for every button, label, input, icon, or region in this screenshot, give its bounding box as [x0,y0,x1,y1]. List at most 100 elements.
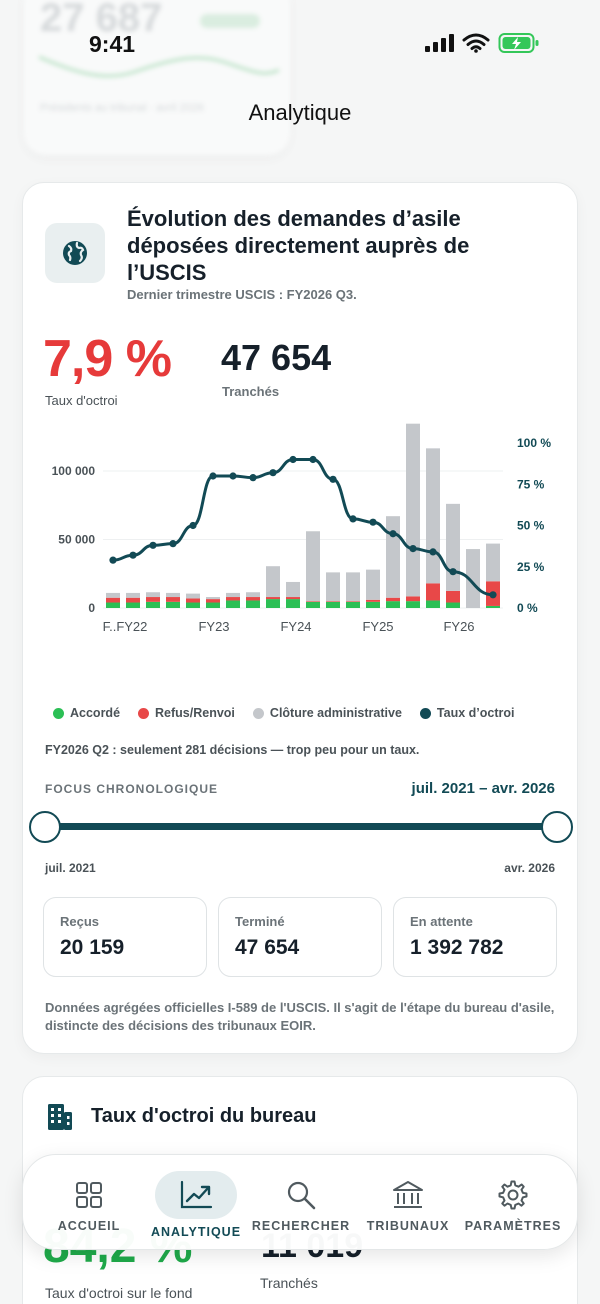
slider-max-label: avr. 2026 [504,861,555,875]
data-footnote: Données agrégées officielles I-589 de l'… [45,1000,555,1033]
card2-title: Taux d'octroi du bureau [91,1105,317,1127]
bar-denied [386,597,400,602]
signal-icon [425,34,454,52]
tab-analytique[interactable]: ANALYTIQUE [141,1155,251,1251]
x-tick-label: FY23 [198,619,229,634]
stat-value: 20 159 [60,936,125,959]
bar-granted [326,601,340,608]
bar-closure [426,448,440,584]
timeline-slider-track[interactable] [45,823,557,830]
grant-rate-point [149,541,157,549]
legend-item-closure: Clôture administrative [252,706,402,720]
tab-accueil[interactable]: ACCUEIL [49,1155,129,1251]
bar-granted [186,602,200,608]
bar-granted [206,602,220,608]
bar-closure [346,572,360,602]
bar-granted [266,599,280,608]
bar-denied [286,597,300,600]
building-icon [48,1104,72,1130]
decisions-value: 47 654 [221,337,332,378]
bar-granted [406,601,420,608]
bar-denied [246,597,260,601]
chart-icon [180,1180,213,1209]
stat-pending: En attente 1 392 782 [393,897,557,977]
grant-rate-value: 7,9 % [43,330,172,388]
chart-note: FY2026 Q2 : seulement 281 décisions — tr… [45,743,420,757]
bar-granted [446,602,460,608]
y-right-tick-label: 0 % [517,601,538,615]
asylum-chart: 0 50 000 100 000 0 % 25 % 50 % 75 % 100 % F..FY2… [52,423,551,634]
bar-closure [266,566,280,598]
bar-denied [446,590,460,603]
tab-label: TRIBUNAUX [366,1219,450,1233]
bar-closure [326,572,340,602]
timeline-slider-end-handle[interactable] [541,811,573,843]
tab-tribunaux[interactable]: TRIBUNAUX [361,1155,455,1251]
grant-rate-point [189,521,197,530]
x-tick-label: FY24 [280,619,311,634]
bar-closure [166,592,180,598]
timeline-slider-start-handle[interactable] [29,811,61,843]
legend-item-granted: Accordé [53,706,120,720]
x-tick-label: F..FY22 [103,619,148,634]
background-card: 27 687 Présidents au tribunal · avril 20… [24,0,290,155]
grant-rate-point [449,568,457,576]
legend-item-rate: Taux d’octroi [419,706,515,720]
bar-closure [286,581,300,598]
tab-rechercher[interactable]: RECHERCHER [249,1155,353,1251]
bar-denied [186,598,200,603]
bar-closure [126,592,140,598]
bar-granted [166,601,180,608]
bank-icon [393,1181,423,1208]
asylum-filings-card: Évolution des demandes d’asile déposées … [22,182,578,1054]
y-right-tick-label: 100 % [517,436,551,450]
globe-icon [63,241,87,265]
bar-closure [366,569,380,600]
bar-closure [406,423,420,597]
bar-closure [486,543,500,582]
bar-granted [306,601,320,608]
bar-denied [346,601,360,602]
legend-label: Accordé [70,706,121,720]
tab-label: ANALYTIQUE [150,1225,242,1239]
status-time: 9:41 [89,31,136,57]
grid-icon [76,1182,102,1208]
focus-range: juil. 2021 – avr. 2026 [411,780,555,797]
grant-rate-label: Taux d'octroi [45,393,118,408]
wifi-icon [462,33,490,53]
legend-label: Taux d’octroi [436,706,515,720]
tab-bar: ACCUEIL ANALYTIQUE RECHERCHER [22,1154,578,1250]
y-left-tick-label: 100 000 [52,464,96,478]
grant-rate-point [229,472,237,480]
slider-min-label: juil. 2021 [45,861,96,875]
bar-denied [426,583,440,601]
card2-rate-label: Taux d'octroi sur le fond [45,1285,193,1301]
bar-granted [246,600,260,608]
bar-closure [246,592,260,598]
stat-label: En attente [410,914,473,929]
battery-icon [498,33,539,53]
legend-item-denied: Refus/Renvoi [138,706,235,720]
bar-denied [366,599,380,602]
grant-rate-point [289,455,297,464]
tab-parametres[interactable]: PARAMÈTRES [461,1155,565,1251]
y-right-tick-label: 25 % [517,560,545,574]
legend-dot [252,707,264,719]
bar-denied [406,596,420,602]
grant-rate-point [209,472,217,480]
tab-label: RECHERCHER [251,1219,351,1233]
grant-rate-point [249,474,257,482]
bar-granted [386,601,400,608]
x-tick-label: FY26 [443,619,474,634]
grant-rate-point [169,540,177,548]
background-number: 27 687 [40,0,163,40]
grant-rate-point [269,469,277,477]
bar-denied [206,599,220,603]
tab-label: ACCUEIL [57,1219,121,1233]
background-sparkline [38,55,280,78]
decisions-label: Tranchés [222,384,280,399]
bar-closure [206,597,220,600]
legend-label: Clôture administrative [269,706,402,720]
bar-closure [186,593,200,599]
legend-dot [419,707,431,719]
